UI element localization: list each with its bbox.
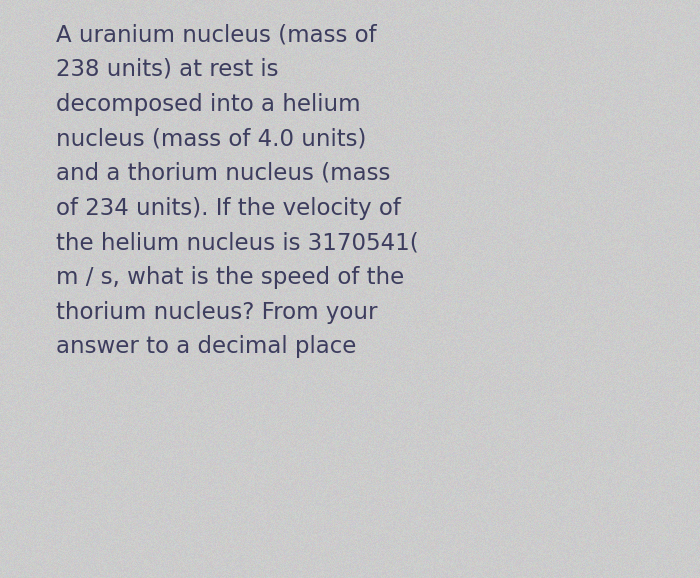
Text: A uranium nucleus (mass of
238 units) at rest is
decomposed into a helium
nucleu: A uranium nucleus (mass of 238 units) at… xyxy=(56,23,419,358)
